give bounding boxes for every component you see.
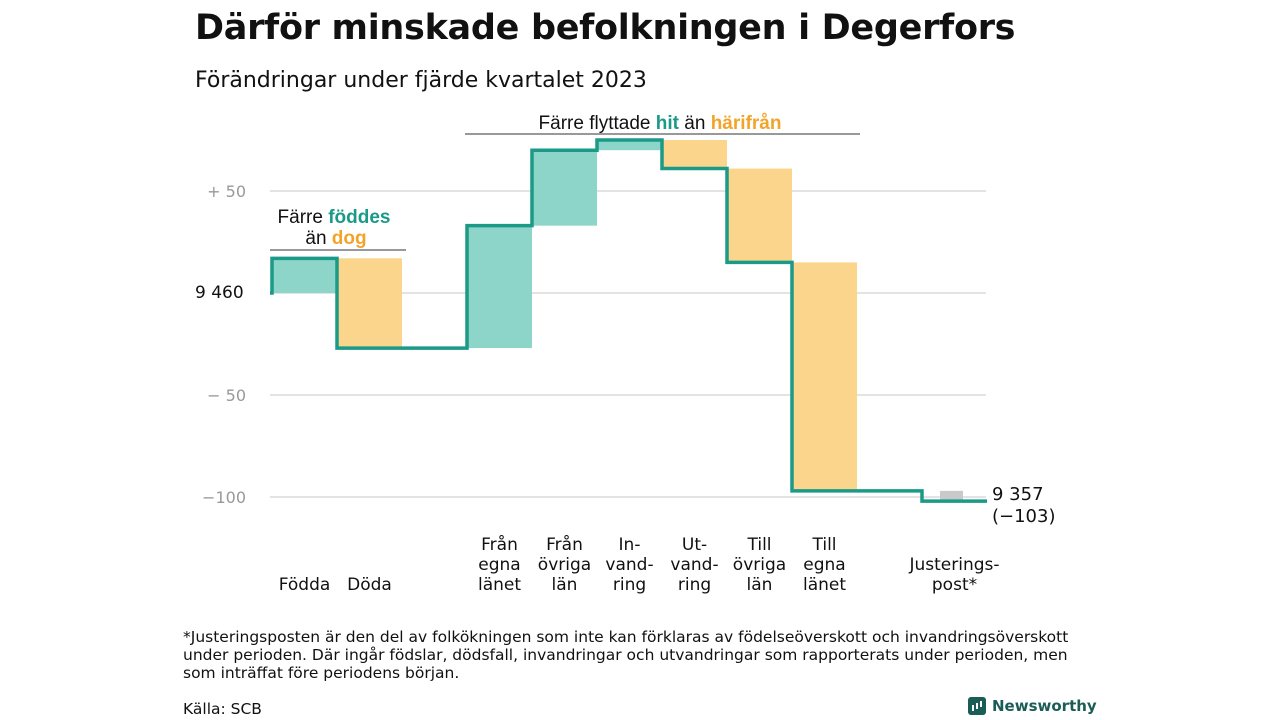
- category-label: ring: [613, 575, 646, 595]
- chart-logo-icon: [968, 697, 986, 715]
- migration-annotation-out: härifrån: [711, 113, 782, 134]
- death-annotation-highlight: dog: [332, 228, 367, 249]
- category-label: Till: [746, 535, 771, 555]
- bar: [662, 140, 727, 169]
- category-label: In-: [619, 535, 641, 555]
- bar: [272, 258, 337, 293]
- y-tick-label: − 50: [207, 386, 246, 405]
- category-label: Justerings-: [908, 555, 999, 575]
- category-label: länet: [478, 575, 521, 595]
- end-value-label: 9 357: [992, 484, 1044, 505]
- cumulative-step-line: [270, 138, 987, 503]
- birth-annotation-line2: än dog: [305, 228, 366, 249]
- bar: [337, 258, 402, 349]
- y-tick-label: −100: [202, 488, 246, 507]
- category-label: Ut-: [682, 535, 707, 555]
- category-labels: Födda DödaFrånegnalänetFrånövrigalänIn-va…: [279, 534, 1000, 595]
- migration-annotation-in: hit: [656, 113, 680, 134]
- bar: [532, 150, 597, 226]
- footnote: *Justeringsposten är den del av folkökni…: [183, 628, 1069, 682]
- category-label: länet: [803, 575, 846, 595]
- category-label: egna: [803, 555, 845, 575]
- migration-annotation-middle: än: [679, 113, 711, 134]
- bar: [727, 168, 792, 263]
- y-axis-ticks: + 50 − 50 −100: [202, 182, 246, 507]
- category-label: ring: [678, 575, 711, 595]
- brand-logo: Newsworthy: [968, 697, 1097, 715]
- bar: [597, 140, 662, 151]
- y-tick-label: + 50: [207, 182, 246, 201]
- category-label: övriga: [733, 555, 786, 575]
- birth-annotation-highlight: föddes: [328, 207, 390, 228]
- category-label: post*: [932, 575, 977, 595]
- category-label: vand-: [605, 555, 653, 575]
- category-label: län: [747, 575, 773, 595]
- end-change-label: (−103): [992, 506, 1055, 527]
- category-label: Födda: [279, 575, 331, 595]
- category-label: Från: [546, 534, 583, 555]
- birth-annotation-prefix: Färre: [278, 207, 329, 228]
- chart-subtitle: Förändringar under fjärde kvartalet 2023: [195, 68, 647, 93]
- migration-annotation: Färre flyttade hit än härifrån: [539, 113, 782, 134]
- death-annotation-prefix: än: [305, 228, 331, 249]
- category-label: övriga: [538, 555, 591, 575]
- start-value-label: 9 460: [195, 283, 244, 303]
- bar: [467, 225, 532, 349]
- category-label: egna: [478, 555, 520, 575]
- chart-title: Därför minskade befolkningen i Degerfors: [195, 8, 1016, 48]
- source: Källa: SCB: [183, 700, 262, 718]
- birth-annotation-line1: Färre föddes: [278, 207, 391, 228]
- bar: [792, 262, 857, 491]
- category-label: län: [552, 575, 578, 595]
- category-label: Till: [811, 535, 836, 555]
- brand-name: Newsworthy: [992, 697, 1097, 715]
- bar: [940, 490, 963, 502]
- category-label: vand-: [670, 555, 718, 575]
- category-label: Från: [481, 534, 518, 555]
- bars: [272, 140, 963, 502]
- category-label: Döda: [347, 575, 392, 595]
- migration-annotation-prefix: Färre flyttade: [539, 113, 656, 134]
